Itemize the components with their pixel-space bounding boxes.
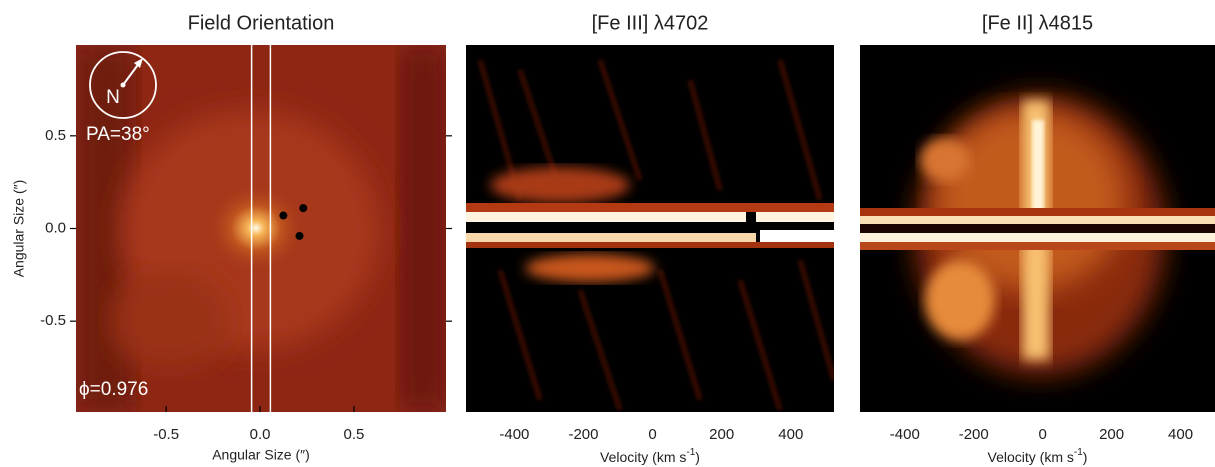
x-axis-label-part: -1 xyxy=(686,447,695,458)
annotation: N xyxy=(106,87,120,108)
x-axis-label-part: ) xyxy=(1083,449,1088,465)
x-tick-label: 0 xyxy=(1038,426,1046,443)
x-axis-label: Angular Size (″) xyxy=(212,447,310,463)
y-tick-label: 0.0 xyxy=(45,219,66,236)
star-point xyxy=(295,231,304,240)
x-axis-label-part: -1 xyxy=(1074,447,1083,458)
field-image xyxy=(76,45,446,412)
y-tick-label: -0.5 xyxy=(40,312,66,329)
panel-title: [Fe III] λ4702 xyxy=(592,12,709,34)
x-axis-label-part: Velocity (km s xyxy=(600,449,686,465)
x-tick-label: -0.5 xyxy=(153,426,179,443)
compass xyxy=(89,51,157,119)
x-tick-label: 400 xyxy=(1168,426,1193,443)
y-tick-label: 0.5 xyxy=(45,127,66,144)
annotation: PA=38° xyxy=(86,124,150,145)
x-tick-label: -200 xyxy=(959,426,989,443)
y-axis-label: Angular Size (″) xyxy=(11,180,27,278)
x-tick-label: 0.0 xyxy=(250,426,271,443)
x-tick-label: -400 xyxy=(890,426,920,443)
x-tick-label: 0.5 xyxy=(344,426,365,443)
star-point xyxy=(279,211,288,220)
x-axis-label-part: Velocity (km s xyxy=(988,449,1074,465)
fe2-image xyxy=(860,45,1215,412)
x-tick-label: 200 xyxy=(709,426,734,443)
panel-title: [Fe II] λ4815 xyxy=(982,12,1093,34)
x-tick-label: -200 xyxy=(568,426,598,443)
x-axis-label: Velocity (km s-1) xyxy=(600,447,700,465)
x-tick-label: 400 xyxy=(778,426,803,443)
x-axis-label-part: ) xyxy=(695,449,700,465)
fe3-image xyxy=(466,45,834,412)
x-axis-label: Velocity (km s-1) xyxy=(988,447,1088,465)
star-point xyxy=(299,204,308,213)
panel-title: Field Orientation xyxy=(188,12,335,34)
x-tick-label: 200 xyxy=(1099,426,1124,443)
x-tick-label: 0 xyxy=(648,426,656,443)
annotation: ϕ=0.976 xyxy=(79,379,148,400)
x-tick-label: -400 xyxy=(499,426,529,443)
